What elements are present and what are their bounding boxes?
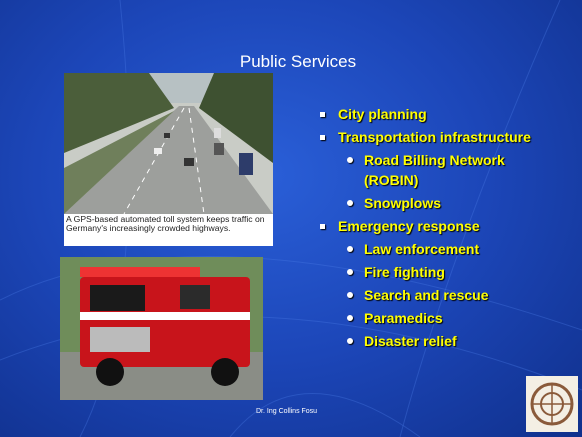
highway-photo bbox=[64, 73, 273, 214]
slide: Public Services A GPS-based automated to… bbox=[0, 0, 582, 437]
sub-list: Law enforcement Fire fighting Search and r… bbox=[338, 239, 570, 351]
bullet-item: Emergency response Law enforcement Fire fi… bbox=[320, 216, 570, 351]
bullet-text: City planning bbox=[338, 106, 427, 122]
bullet-text: Emergency response bbox=[338, 218, 480, 234]
sub-bullet-item: Law enforcement bbox=[338, 239, 544, 259]
slide-title: Public Services bbox=[0, 52, 582, 72]
sub-bullet-item: Disaster relief bbox=[338, 331, 544, 351]
sub-list: Road Billing Network (ROBIN) Snowplows bbox=[338, 150, 570, 213]
bullet-item: City planning bbox=[320, 104, 570, 124]
footer: Dr. Ing Collins Fosu bbox=[256, 408, 317, 415]
fire-truck-photo bbox=[60, 257, 263, 400]
bullet-item: Transportation infrastructure Road Billin… bbox=[320, 127, 570, 213]
photo-caption: A GPS-based automated toll system keeps … bbox=[64, 214, 273, 246]
sub-bullet-item: Road Billing Network (ROBIN) bbox=[338, 150, 544, 190]
sub-bullet-item: Snowplows bbox=[338, 193, 544, 213]
sub-bullet-item: Search and rescue bbox=[338, 285, 544, 305]
bullet-text: Transportation infrastructure bbox=[338, 129, 531, 145]
sub-bullet-item: Fire fighting bbox=[338, 262, 544, 282]
sub-bullet-item: Paramedics bbox=[338, 308, 544, 328]
bullet-list: City planning Transportation infrastructu… bbox=[320, 104, 570, 354]
logo bbox=[526, 376, 578, 432]
